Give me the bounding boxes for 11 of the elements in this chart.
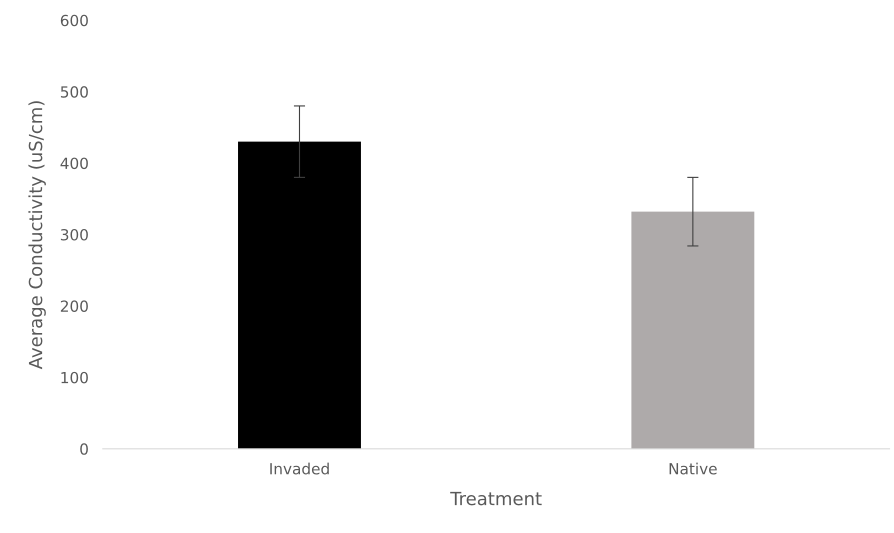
y-tick-label: 300 bbox=[60, 228, 88, 241]
y-tick-label: 400 bbox=[60, 158, 88, 170]
y-tick-label: 100 bbox=[61, 372, 88, 384]
x-tick-label: Invaded bbox=[270, 462, 329, 474]
y-tick-label: 600 bbox=[60, 14, 88, 26]
y-tick-label: 0 bbox=[80, 443, 88, 455]
y-axis-title: Average Conductivity (uS/cm) bbox=[28, 101, 46, 370]
y-tick-label: 200 bbox=[60, 300, 88, 312]
x-tick-label: Native bbox=[670, 462, 717, 474]
y-tick-label: 500 bbox=[60, 86, 88, 98]
x-axis-title: Treatment bbox=[450, 492, 542, 506]
